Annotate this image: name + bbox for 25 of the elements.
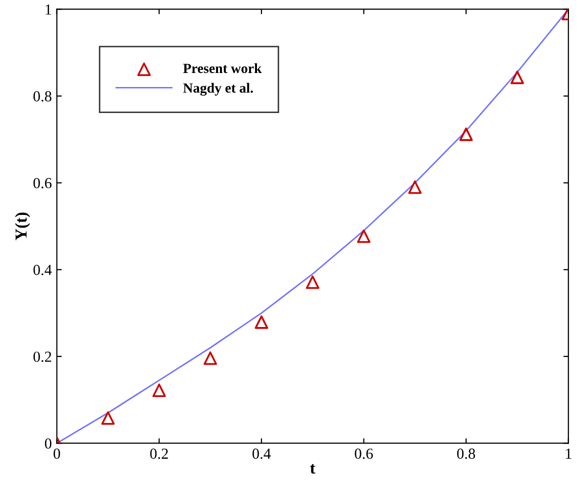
point <box>357 230 370 243</box>
legend-label: Present work <box>183 63 262 74</box>
x-tick-label: 0.6 <box>354 448 373 459</box>
point <box>204 351 218 365</box>
y-tick-label: 1 <box>46 4 52 15</box>
point <box>254 315 268 329</box>
point <box>152 384 166 397</box>
legend-label: Nagdy et al. <box>183 82 253 96</box>
x-tick-label: 1 <box>566 448 572 459</box>
x-tick-label: 0.4 <box>252 448 271 459</box>
x-tick-label: 0 <box>54 448 60 459</box>
point <box>510 70 524 84</box>
point <box>459 128 473 141</box>
y-tick-label: 0 <box>44 438 52 449</box>
point <box>101 411 115 425</box>
y-tick-label: 0.4 <box>33 264 52 276</box>
y-tick-label: 0.2 <box>33 352 52 362</box>
point <box>408 180 422 194</box>
y-tick-label: 0.8 <box>33 91 52 102</box>
y-tick-label: 0.6 <box>33 178 52 188</box>
y-axis-title: Y(t) <box>14 212 30 240</box>
x-tick-label: 0.2 <box>150 448 168 459</box>
point <box>306 276 320 289</box>
x-axis-title: t <box>310 464 316 474</box>
x-tick-label: 0.8 <box>457 448 476 459</box>
